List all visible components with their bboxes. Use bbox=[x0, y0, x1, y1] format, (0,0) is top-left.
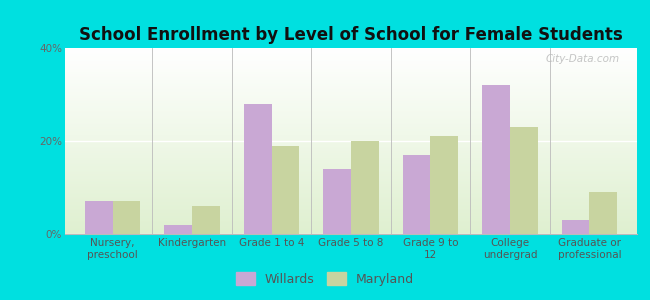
Bar bbox=[192, 206, 220, 234]
Bar bbox=[562, 220, 590, 234]
Bar bbox=[402, 155, 430, 234]
Bar bbox=[164, 225, 192, 234]
Title: School Enrollment by Level of School for Female Students: School Enrollment by Level of School for… bbox=[79, 26, 623, 44]
Bar bbox=[482, 85, 510, 234]
Text: City-Data.com: City-Data.com bbox=[546, 54, 620, 64]
Bar bbox=[323, 169, 351, 234]
Bar bbox=[510, 127, 538, 234]
Bar bbox=[85, 202, 112, 234]
Bar bbox=[430, 136, 458, 234]
Bar bbox=[351, 141, 379, 234]
Bar bbox=[272, 146, 300, 234]
Bar bbox=[112, 202, 140, 234]
Legend: Willards, Maryland: Willards, Maryland bbox=[231, 267, 419, 291]
Bar bbox=[590, 192, 617, 234]
Bar bbox=[244, 104, 272, 234]
